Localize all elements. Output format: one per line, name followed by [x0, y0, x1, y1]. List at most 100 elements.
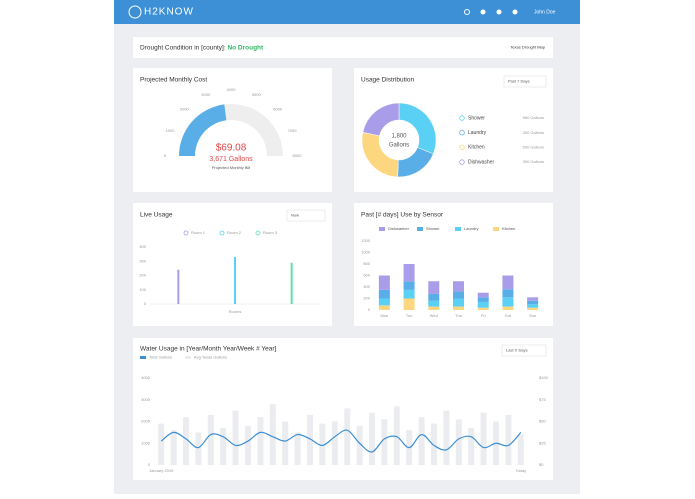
y-tick-label: 400 — [139, 244, 146, 249]
bar-segment — [378, 305, 390, 310]
logo[interactable]: H2KNOW — [144, 7, 194, 18]
legend-swatch — [255, 230, 261, 236]
x-tick-label: Thu — [455, 313, 462, 318]
bar — [177, 269, 180, 304]
y-tick-label: 4000 — [141, 375, 151, 380]
line — [160, 429, 522, 453]
gauge-caption: Projected Monthly Bill — [212, 165, 251, 170]
x-tick-label: Wed — [430, 313, 438, 318]
bar-segment — [428, 281, 440, 294]
bar — [517, 434, 524, 465]
legend-swatch — [459, 115, 465, 121]
bar-segment — [527, 300, 539, 305]
legend-label: Laundry — [464, 226, 478, 231]
x-tick-label: Sat — [505, 313, 512, 318]
bar — [344, 408, 351, 465]
y2-tick-label: $50 — [539, 419, 546, 424]
dropdown[interactable] — [286, 209, 326, 222]
legend-label: Room 2 — [227, 230, 242, 235]
bar — [418, 417, 425, 465]
donut-unit: Gallons — [389, 143, 409, 149]
gauge-tick-label: 5000 — [252, 92, 262, 97]
card-title: Live Usage — [140, 212, 173, 219]
dropdown[interactable] — [501, 344, 547, 357]
bar — [220, 428, 227, 465]
search-icon[interactable] — [464, 9, 470, 15]
user-menu[interactable]: John Doe — [534, 9, 556, 15]
bar-segment — [403, 289, 415, 299]
drought-status: No Drought — [227, 44, 264, 51]
drought-card — [133, 37, 553, 58]
bar — [381, 419, 388, 465]
dropdown[interactable] — [503, 75, 547, 88]
bar — [294, 432, 301, 465]
bar — [170, 430, 177, 465]
dropdown-label[interactable]: Last X Days — [506, 348, 528, 353]
legend-swatch — [459, 159, 465, 165]
y2-tick-label: $100 — [539, 375, 549, 380]
bar — [505, 414, 512, 465]
x-tick-label: Fri — [481, 313, 486, 318]
gauge-tick-label: 8000 — [293, 153, 303, 158]
drought-map-link[interactable]: Texas Drought Map — [510, 45, 545, 50]
chat-icon[interactable] — [496, 9, 502, 15]
notifications-icon[interactable] — [512, 9, 518, 15]
legend-label: Kitchen — [468, 145, 485, 151]
live-card — [133, 203, 332, 326]
bar — [158, 423, 165, 465]
bar — [331, 421, 338, 465]
value-label: 560 Gallons — [523, 115, 544, 120]
x-tick-label: Sun — [529, 313, 536, 318]
bar-segment — [403, 281, 415, 290]
bar-segment — [378, 275, 390, 290]
card-title: Usage Distribution — [361, 77, 414, 84]
legend-label: Kitchen — [502, 226, 515, 231]
bar — [356, 425, 363, 465]
y-tick-label: 200 — [139, 273, 146, 278]
y2-tick-label: $25 — [539, 440, 546, 445]
legend-swatch — [183, 230, 189, 236]
settings-icon[interactable] — [480, 9, 486, 15]
legend-label: Dishwasher — [468, 159, 494, 165]
x-tick-label: January 2019 — [149, 468, 174, 473]
y2-tick-label: $75 — [539, 397, 546, 402]
donut-total: 1,800 — [391, 134, 407, 140]
bar — [393, 406, 400, 465]
card-title: Water Usage in [Year/Month Year/Week # Y… — [140, 346, 277, 353]
dropdown-label[interactable]: Past 7 Days — [508, 79, 530, 84]
legend-swatch — [459, 144, 465, 151]
bar — [307, 414, 313, 465]
bar-segment — [403, 298, 415, 310]
drought-label: Drought Condition in [county]: No Drough… — [140, 44, 264, 51]
legend-swatch — [219, 230, 225, 236]
legend-label: Room 3 — [263, 230, 278, 235]
legend-label: Shower — [426, 226, 440, 231]
bar-segment — [428, 306, 440, 310]
header-bar — [114, 0, 580, 24]
bar — [369, 412, 375, 465]
y-tick-label: 0 — [144, 301, 147, 306]
dropdown-label[interactable]: Now — [291, 213, 299, 218]
y-tick-label: 3000 — [141, 397, 151, 402]
gauge-tick-label: 3000 — [201, 92, 211, 97]
bar-segment — [378, 289, 390, 299]
bar — [195, 432, 202, 465]
y-tick-label: 1200 — [361, 238, 371, 243]
bar — [269, 404, 276, 465]
legend-label: Total Gallons — [149, 355, 172, 360]
legend-swatch — [493, 227, 499, 231]
drought-label-text: Drought Condition in [county]: — [140, 44, 226, 51]
cost-card — [133, 68, 332, 192]
legend-swatch — [417, 227, 423, 231]
legend-label: Shower — [468, 115, 485, 121]
bar-segment — [502, 297, 514, 307]
legend-swatch — [455, 227, 461, 231]
bar-segment — [428, 300, 440, 307]
bar-segment — [453, 298, 464, 307]
bar-segment — [502, 289, 514, 298]
bar-segment — [453, 281, 464, 292]
y-tick-label: 800 — [363, 261, 370, 266]
bar-segment — [477, 307, 489, 310]
bar-segment — [477, 292, 489, 298]
